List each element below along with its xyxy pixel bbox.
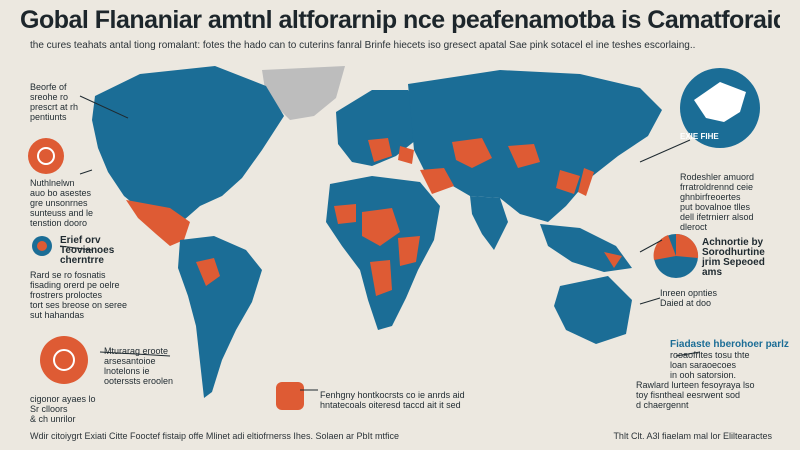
footer-left: Wdir citoiygrt Exiati Citte Fooctef fist… [30,431,399,441]
globe-badge-label: EXIE FIHE [680,132,719,141]
europe-highlight-2 [398,146,414,164]
india [470,196,508,250]
africa-highlight-4 [334,204,356,224]
medicine-icon [40,336,88,384]
annotation-left-3: Erief orv Teovianoes cherntrre [60,235,115,266]
annotation-right-1: Rodeshler amuord frratroldrennd ceie ghnbi… [680,172,755,232]
asia-highlight-1 [452,138,492,168]
pie-badge-slice [676,233,699,258]
annotation-right-3: Inreen opnties Daied at doo [660,288,718,308]
annotation-left-1: Beorfe of sreohe ro prescrt at rh pentiunts [30,82,79,122]
annotation-right-5: Rawlard lurteen fesoyraya lso toy fisnthe… [636,380,755,410]
asia-highlight-2 [508,144,540,168]
annotation-left-6: cigonor ayaes lo Sr clloors & ch unrilor [30,394,96,424]
africa-highlight-1 [362,208,400,246]
asia [408,70,662,222]
africa-highlight-2 [398,236,420,266]
north-america [92,66,284,238]
globe-badge-land [694,82,746,122]
annotation-right-2: Achnortie by Sorodhurtine jrim Sepeoed ams [702,237,765,278]
asia-highlight-3 [556,170,580,194]
africa [326,176,440,330]
annotation-left-2: Nuthlnelwn auo bo asestes gre unsonrnes sun… [30,178,94,228]
footer-right: Thlt Clt. A3l fiaelam mal lor Eliltearac… [613,431,772,441]
fruit-icon [28,138,64,174]
annotation-right-4: Fiadaste hberohoer parlz rooaofrltes tosu… [670,339,789,381]
house-icon [276,382,304,410]
page-title: Gobal Flananiar amtnl altforarnip nce pe… [20,6,780,34]
europe-highlight-1 [368,138,392,162]
south-america [178,236,262,398]
japan-highlight [578,168,594,196]
middle-east-highlight [420,168,454,194]
greenland [262,66,345,120]
mexico [126,200,190,246]
africa-highlight-3 [370,260,392,296]
page-subtitle: the cures teahats antal tiong romalant: … [30,40,696,51]
annotation-left-5: Mturarag eroote arsesantoioe lnotelons ie o… [104,346,174,386]
southeast-asia [540,224,632,272]
islands-highlight [604,252,622,268]
annotation-left-4: Rard se ro fosnatis fisading orerd pe oel… [30,270,128,320]
annotation-center: Fenhgny hontkocrsts co ie anrds aid hntat… [320,390,465,410]
south-america-highlight [196,258,220,286]
australia [554,276,632,344]
